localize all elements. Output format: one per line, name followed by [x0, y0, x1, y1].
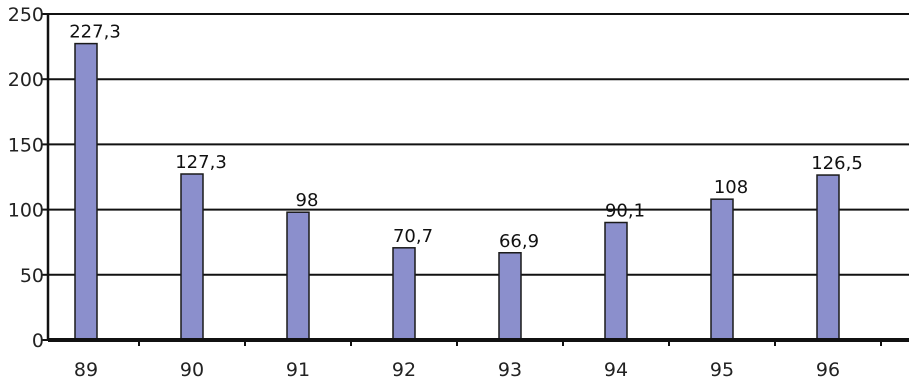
x-tick-label: 95: [710, 359, 734, 381]
data-label-90: 127,3: [175, 152, 227, 173]
bar-96: [816, 174, 840, 341]
x-tick-label: 92: [392, 359, 416, 381]
gridlines: [48, 13, 909, 276]
x-tick-label: 89: [74, 359, 98, 381]
bar-89: [74, 42, 98, 341]
x-axis-ticks: 89 90 91 92 93 94 95 96: [74, 340, 882, 381]
x-tick-label: 91: [286, 359, 310, 381]
data-label-89: 227,3: [69, 22, 121, 43]
data-label-92: 70,7: [393, 226, 433, 247]
y-tick-label: 250: [8, 4, 44, 26]
y-tick-label: 0: [32, 330, 44, 352]
bar-94: [604, 221, 628, 341]
data-label-94: 90,1: [605, 201, 645, 222]
y-tick-label: 100: [8, 200, 44, 222]
y-tick-label: 200: [8, 69, 44, 91]
bar-90: [180, 173, 204, 341]
data-label-96: 126,5: [811, 153, 863, 174]
data-labels: 227,3 127,3 98 70,7 66,9 90,1 108 126,5: [69, 22, 863, 252]
y-tick-label: 150: [8, 134, 44, 156]
bar-93: [498, 252, 522, 341]
x-tick-label: 96: [816, 359, 840, 381]
y-tick-label: 50: [20, 265, 44, 287]
data-label-95: 108: [714, 177, 748, 198]
data-label-91: 98: [296, 190, 319, 211]
x-tick-label: 93: [498, 359, 522, 381]
bar-95: [710, 198, 734, 341]
x-tick-label: 94: [604, 359, 628, 381]
x-tick-label: 90: [180, 359, 204, 381]
bar-92: [392, 247, 416, 341]
bar-91: [286, 211, 310, 341]
data-label-93: 66,9: [499, 231, 539, 252]
y-axis-ticks: 0 50 100 150 200 250: [8, 4, 48, 352]
axes: [46, 14, 909, 342]
